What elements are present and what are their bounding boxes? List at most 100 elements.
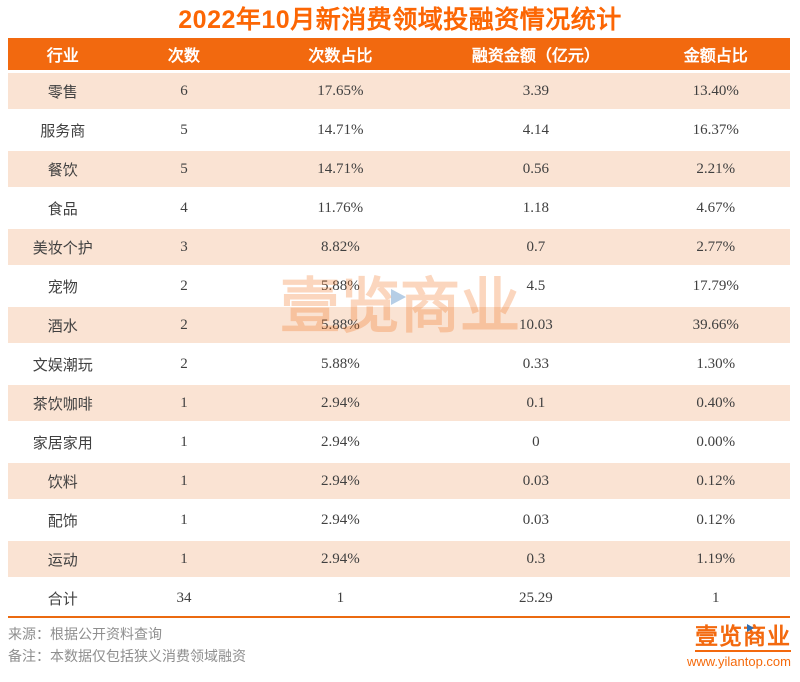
count-pct-cell: 8.82% [250,226,431,267]
amount-pct-cell: 16.37% [641,109,790,150]
count-cell: 5 [117,148,251,189]
brand-logo-text: 壹览商业 [695,623,791,652]
count-cell: 1 [117,382,251,423]
table-row: 茶饮咖啡 1 2.94% 0.1 0.40% [8,382,790,423]
header-amount-pct: 金额占比 [641,38,790,72]
industry-cell: 运动 [8,538,118,579]
count-cell: 1 [117,421,251,462]
header-count-pct: 次数占比 [250,38,431,72]
amount-pct-cell: 1 [641,577,790,616]
remark-note: 备注：本数据仅包括狭义消费领域融资 [8,648,246,664]
count-cell: 1 [117,538,251,579]
brand-logo-characters: 壹览商业 [695,623,791,649]
industry-cell: 合计 [8,577,118,616]
stats-table: 行业 次数 次数占比 融资金额（亿元） 金额占比 零售 6 17.65% 3.3… [8,38,790,616]
count-cell: 4 [117,187,251,228]
logo-play-triangle-icon [746,624,754,632]
amount-pct-cell: 0.40% [641,382,790,423]
industry-cell: 餐饮 [8,148,118,189]
table-row: 宠物 2 5.88% 4.5 17.79% [8,265,790,306]
table-row: 饮料 1 2.94% 0.03 0.12% [8,460,790,501]
table-row: 美妆个护 3 8.82% 0.7 2.77% [8,226,790,267]
header-count: 次数 [117,38,251,72]
count-pct-cell: 2.94% [250,538,431,579]
table-row: 酒水 2 5.88% 10.03 39.66% [8,304,790,345]
count-cell: 6 [117,70,251,111]
table-row: 食品 4 11.76% 1.18 4.67% [8,187,790,228]
header-industry: 行业 [8,38,118,72]
table-row-total: 合计 34 1 25.29 1 [8,577,790,616]
amount-pct-cell: 39.66% [641,304,790,345]
count-pct-cell: 2.94% [250,382,431,423]
industry-cell: 食品 [8,187,118,228]
stats-table-container: 行业 次数 次数占比 融资金额（亿元） 金额占比 零售 6 17.65% 3.3… [8,38,790,616]
count-cell: 2 [117,343,251,384]
amount-pct-cell: 2.21% [641,148,790,189]
amount-pct-cell: 13.40% [641,70,790,111]
count-cell: 34 [117,577,251,616]
count-pct-cell: 2.94% [250,421,431,462]
count-pct-cell: 14.71% [250,109,431,150]
amount-pct-cell: 17.79% [641,265,790,306]
count-pct-cell: 17.65% [250,70,431,111]
amount-cell: 0 [430,421,642,462]
count-cell: 2 [117,304,251,345]
table-row: 运动 1 2.94% 0.3 1.19% [8,538,790,579]
count-cell: 3 [117,226,251,267]
amount-cell: 3.39 [430,70,642,111]
source-note: 来源：根据公开资料查询 [8,626,162,642]
industry-cell: 家居家用 [8,421,118,462]
industry-cell: 配饰 [8,499,118,540]
amount-cell: 0.33 [430,343,642,384]
count-pct-cell: 5.88% [250,343,431,384]
brand-website-url: www.yilantop.com [686,654,791,669]
amount-cell: 4.14 [430,109,642,150]
count-pct-cell: 14.71% [250,148,431,189]
table-row: 零售 6 17.65% 3.39 13.40% [8,70,790,111]
table-bottom-divider [8,616,790,618]
industry-cell: 宠物 [8,265,118,306]
count-pct-cell: 2.94% [250,460,431,501]
amount-cell: 0.56 [430,148,642,189]
amount-cell: 0.3 [430,538,642,579]
count-cell: 2 [117,265,251,306]
table-row: 服务商 5 14.71% 4.14 16.37% [8,109,790,150]
industry-cell: 零售 [8,70,118,111]
amount-cell: 0.7 [430,226,642,267]
count-pct-cell: 2.94% [250,499,431,540]
table-row: 家居家用 1 2.94% 0 0.00% [8,421,790,462]
amount-cell: 4.5 [430,265,642,306]
count-cell: 1 [117,499,251,540]
count-cell: 1 [117,460,251,501]
amount-pct-cell: 4.67% [641,187,790,228]
count-pct-cell: 11.76% [250,187,431,228]
count-pct-cell: 1 [250,577,431,616]
industry-cell: 服务商 [8,109,118,150]
amount-cell: 1.18 [430,187,642,228]
count-cell: 5 [117,109,251,150]
count-pct-cell: 5.88% [250,304,431,345]
brand-logo: 壹览商业 www.yilantop.com [687,623,791,669]
industry-cell: 酒水 [8,304,118,345]
table-row: 文娱潮玩 2 5.88% 0.33 1.30% [8,343,790,384]
amount-pct-cell: 0.00% [641,421,790,462]
table-header-row: 行业 次数 次数占比 融资金额（亿元） 金额占比 [8,38,790,72]
amount-cell: 10.03 [430,304,642,345]
amount-pct-cell: 0.12% [641,499,790,540]
amount-cell: 0.03 [430,460,642,501]
industry-cell: 饮料 [8,460,118,501]
amount-cell: 0.1 [430,382,642,423]
amount-cell: 0.03 [430,499,642,540]
header-amount: 融资金额（亿元） [430,38,642,72]
industry-cell: 茶饮咖啡 [8,382,118,423]
amount-pct-cell: 2.77% [641,226,790,267]
industry-cell: 文娱潮玩 [8,343,118,384]
amount-pct-cell: 1.19% [641,538,790,579]
count-pct-cell: 5.88% [250,265,431,306]
amount-pct-cell: 0.12% [641,460,790,501]
table-row: 餐饮 5 14.71% 0.56 2.21% [8,148,790,189]
page-title: 2022年10月新消费领域投融资情况统计 [178,6,622,34]
amount-pct-cell: 1.30% [641,343,790,384]
amount-cell: 25.29 [430,577,642,616]
industry-cell: 美妆个护 [8,226,118,267]
